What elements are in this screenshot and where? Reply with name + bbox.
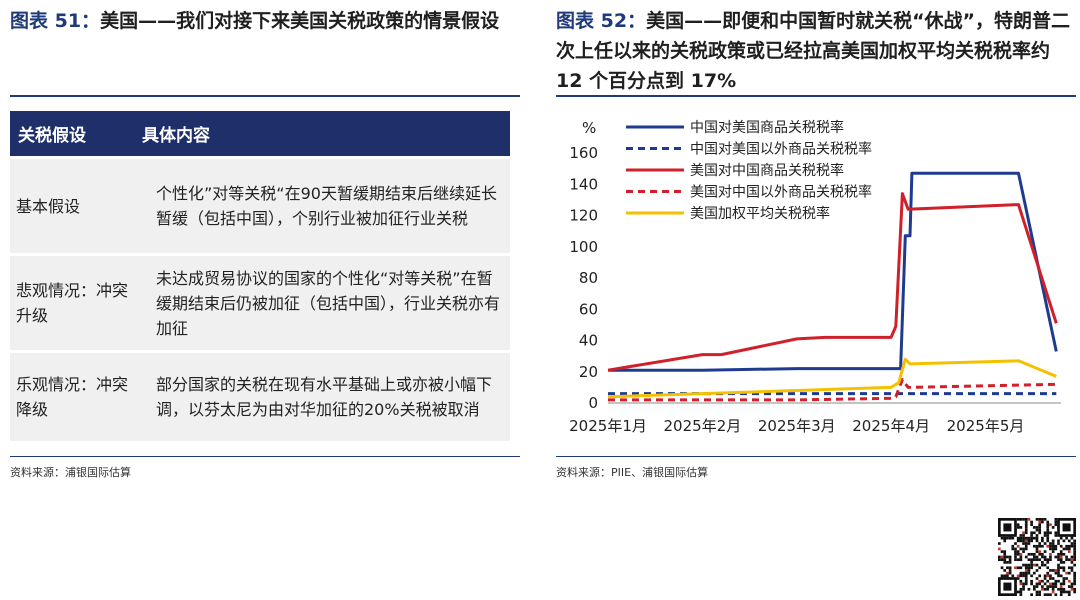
left-source: 资料来源：浦银国际估算: [10, 466, 131, 479]
series-line-5: [607, 357, 1057, 399]
y-tick-label: 140: [569, 175, 598, 193]
qr-code-icon: [998, 518, 1076, 596]
row-content: 个性化”对等关税“在90天暂缓期结束后继续延长暂缓（包括中国），个别行业被加征行…: [134, 159, 510, 253]
series-line-4: [608, 378, 1057, 402]
y-tick-label: 40: [579, 332, 598, 350]
row-scenario: 悲观情况：冲突升级: [10, 256, 134, 350]
left-source-rule: [10, 456, 520, 457]
table-row: 乐观情况：冲突降级 部分国家的关税在现有水平基础上或亦被小幅下调，以芬太尼为由对…: [10, 353, 510, 441]
right-figure-label: 图表 52：: [556, 10, 647, 32]
x-tick-label: 2025年1月: [569, 417, 647, 435]
x-tick-label: 2025年4月: [852, 417, 930, 435]
table-row: 基本假设 个性化”对等关税“在90天暂缓期结束后继续延长暂缓（包括中国），个别行…: [10, 159, 510, 253]
right-figure-title-text: 美国——即便和中国暂时就关税“休战”，特朗普二次上任以来的关税政策或已经拉高美国…: [556, 10, 1071, 92]
right-title-rule: [556, 95, 1076, 97]
legend-label: 美国对中国商品关税税率: [690, 162, 844, 179]
series-line-1: [608, 171, 1058, 372]
legend-label: 中国对美国商品关税税率: [690, 119, 844, 136]
y-tick-label: 80: [579, 269, 598, 287]
y-tick-label: 60: [579, 300, 598, 318]
scenario-table: 关税假设 具体内容 基本假设 个性化”对等关税“在90天暂缓期结束后继续延长暂缓…: [10, 108, 510, 444]
y-tick-label: 120: [569, 207, 598, 225]
y-tick-label: 20: [579, 363, 598, 381]
left-figure-title: 图表 51：美国——我们对接下来美国关税政策的情景假设: [10, 6, 530, 36]
x-tick-label: 2025年5月: [947, 417, 1025, 435]
legend-label: 美国加权平均关税税率: [690, 205, 830, 222]
tariff-line-chart: % 0 20 40 60 80 100 120 140 160 2025年1月 2025年2月 2025…: [569, 119, 1061, 435]
y-tick-label: 0: [588, 394, 598, 412]
y-unit-label: %: [582, 119, 596, 137]
legend-label: 中国对美国以外商品关税税率: [690, 141, 872, 158]
table-header-row: 关税假设 具体内容: [10, 111, 510, 156]
header-scenario: 关税假设: [10, 111, 134, 156]
right-figure-title: 图表 52：美国——即便和中国暂时就关税“休战”，特朗普二次上任以来的关税政策或…: [556, 6, 1076, 96]
left-figure-label: 图表 51：: [10, 10, 101, 32]
x-tick-label: 2025年3月: [758, 417, 836, 435]
y-tick-label: 100: [569, 238, 598, 256]
row-scenario: 基本假设: [10, 159, 134, 253]
table-row: 悲观情况：冲突升级 未达成贸易协议的国家的个性化“对等关税”在暂缓期结束后仍被加…: [10, 256, 510, 350]
row-content: 未达成贸易协议的国家的个性化“对等关税”在暂缓期结束后仍被加征（包括中国），行业…: [134, 256, 510, 350]
x-tick-label: 2025年2月: [664, 417, 742, 435]
right-source-rule: [556, 456, 1076, 457]
left-figure-title-text: 美国——我们对接下来美国关税政策的情景假设: [100, 10, 500, 32]
row-scenario: 乐观情况：冲突降级: [10, 353, 134, 441]
row-content: 部分国家的关税在现有水平基础上或亦被小幅下调，以芬太尼为由对华加征的20%关税被…: [134, 353, 510, 441]
right-source: 资料来源：PIIE、浦银国际估算: [556, 466, 709, 479]
legend-label: 美国对中国以外商品关税税率: [690, 184, 872, 201]
series-line-3: [607, 192, 1058, 372]
y-tick-label: 160: [569, 144, 598, 162]
left-title-rule: [10, 95, 520, 97]
header-content: 具体内容: [134, 111, 510, 156]
